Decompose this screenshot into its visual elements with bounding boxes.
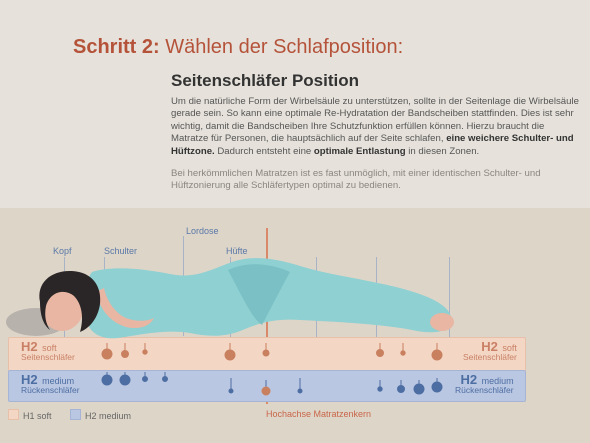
info-panel: Schritt 2: Wählen der Schlafposition: Se… xyxy=(0,0,590,208)
legend-h2-medium: H2 medium xyxy=(70,409,131,421)
label-h2-medium-right: H2 medium Rückenschläfer xyxy=(455,372,514,395)
spring-blue-2 xyxy=(119,374,131,386)
description-paragraph: Um die natürliche Form der Wirbelsäule z… xyxy=(171,96,579,157)
spring-blue-1 xyxy=(101,374,113,386)
spring-blue-7 xyxy=(297,388,303,394)
zone-label-schulter: Schulter xyxy=(104,246,138,256)
legend-h1-soft: H1 soft xyxy=(8,409,52,421)
section-subtitle: Seitenschläfer Position xyxy=(171,71,359,90)
spring-pink-1 xyxy=(101,348,113,360)
spring-pink-5 xyxy=(262,349,270,357)
spring-blue-11 xyxy=(431,381,443,393)
spring-pink-8 xyxy=(431,349,443,361)
zone-label-huefte: Hüfte xyxy=(226,246,248,256)
spring-pink-7 xyxy=(400,350,406,356)
spring-blue-8 xyxy=(377,386,383,392)
sleeper-feet xyxy=(430,313,454,331)
spring-blue-3 xyxy=(142,376,148,382)
zone-label-kopf: Kopf xyxy=(53,246,72,256)
spring-blue-5 xyxy=(228,388,234,394)
legend-swatch-medium xyxy=(70,409,81,420)
body-shade xyxy=(228,264,290,325)
spring-blue-10 xyxy=(413,383,425,395)
legend-swatch-soft xyxy=(8,409,19,420)
label-h2-medium-left: H2 medium Rückenschläfer xyxy=(21,372,80,395)
spring-pink-2 xyxy=(121,350,129,358)
label-h2-soft-right: H2 soft Seitenschläfer xyxy=(463,339,517,362)
label-h2-soft-left: H2 soft Seitenschläfer xyxy=(21,339,75,362)
sleeper-hair xyxy=(39,270,101,332)
note-paragraph: Bei herkömmlichen Matratzen ist es fast … xyxy=(171,168,541,192)
legend-core-axis: Hochachse Matratzenkern xyxy=(266,409,372,419)
spring-blue-6 xyxy=(261,386,271,396)
guide-7 xyxy=(449,257,450,337)
spring-pink-6 xyxy=(376,349,384,357)
zone-label-lordose: Lordose xyxy=(186,226,219,236)
spring-blue-9 xyxy=(397,385,405,393)
spring-blue-4 xyxy=(162,376,168,382)
step-title: Schritt 2: Wählen der Schlafposition: xyxy=(73,36,404,58)
sleeper-arm xyxy=(96,288,154,328)
spring-pink-3 xyxy=(142,349,148,355)
spring-pink-4 xyxy=(224,349,236,361)
